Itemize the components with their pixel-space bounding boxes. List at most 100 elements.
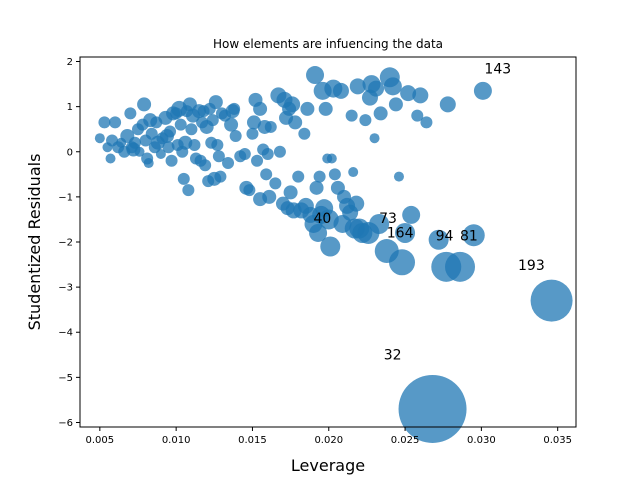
data-point — [206, 114, 219, 127]
data-point — [228, 102, 241, 115]
data-point — [182, 184, 195, 197]
data-point — [359, 114, 372, 127]
data-point — [273, 145, 286, 158]
data-point — [246, 115, 261, 130]
y-axis-ticks: −6 −5 −4 −3 −2 −1 0 1 2 — [58, 57, 80, 429]
y-tick-label: −4 — [58, 328, 73, 339]
data-point — [326, 153, 337, 164]
data-point — [369, 133, 380, 144]
data-point — [292, 170, 305, 183]
data-point — [373, 106, 388, 121]
x-tick-label: 0.010 — [162, 435, 191, 446]
data-point — [251, 154, 264, 167]
data-point — [284, 96, 301, 113]
data-point — [345, 109, 358, 122]
data-point — [412, 87, 429, 104]
data-point — [348, 195, 365, 212]
data-point — [124, 107, 137, 120]
data-point — [395, 222, 416, 243]
data-point — [214, 170, 227, 183]
point-annotation: 40 — [314, 211, 332, 227]
chart-title: How elements are infuencing the data — [213, 37, 443, 51]
data-point — [238, 148, 251, 161]
data-point — [383, 77, 402, 96]
y-tick-label: −1 — [58, 192, 73, 203]
data-point — [462, 224, 485, 247]
data-point — [98, 116, 111, 129]
data-point — [109, 116, 122, 129]
data-point — [328, 168, 341, 181]
data-point — [309, 223, 328, 242]
data-point — [165, 154, 178, 167]
data-point — [137, 97, 152, 112]
data-point — [398, 374, 467, 443]
data-point — [428, 229, 449, 250]
points-layer — [94, 66, 573, 443]
data-point — [94, 133, 105, 144]
y-axis-label: Studentized Residuals — [25, 154, 44, 331]
data-point — [264, 120, 277, 133]
data-point — [318, 101, 333, 116]
point-annotation: 73 — [379, 211, 397, 227]
data-point — [332, 82, 349, 99]
y-tick-label: −5 — [58, 373, 73, 384]
data-point — [224, 117, 239, 132]
y-tick-label: 1 — [67, 102, 73, 113]
y-tick-label: −2 — [58, 238, 73, 249]
y-tick-label: 2 — [67, 57, 73, 68]
data-point — [283, 185, 298, 200]
data-point — [262, 189, 277, 204]
data-point — [388, 97, 403, 112]
point-annotation: 32 — [384, 347, 402, 363]
data-point — [188, 138, 201, 151]
data-point — [253, 101, 268, 116]
data-point — [400, 85, 417, 102]
x-tick-label: 0.020 — [314, 435, 343, 446]
data-point — [164, 125, 177, 138]
data-point — [229, 129, 242, 142]
y-tick-label: 0 — [67, 147, 73, 158]
data-point — [105, 153, 116, 164]
data-point — [208, 95, 223, 110]
x-tick-label: 0.035 — [543, 435, 572, 446]
data-point — [260, 168, 273, 181]
x-axis-ticks: 0.005 0.010 0.015 0.020 0.025 0.030 0.035 — [86, 427, 572, 446]
x-tick-label: 0.015 — [238, 435, 267, 446]
y-tick-label: −6 — [58, 418, 73, 429]
point-annotation: 143 — [484, 62, 511, 78]
data-point — [300, 101, 315, 116]
data-point — [177, 172, 190, 185]
data-point — [222, 157, 235, 170]
data-point — [349, 78, 366, 95]
data-point — [473, 81, 492, 100]
data-point — [420, 116, 433, 129]
data-point — [174, 118, 187, 131]
x-tick-label: 0.005 — [86, 435, 115, 446]
data-point — [269, 177, 282, 190]
data-point — [320, 236, 341, 257]
point-annotation: 164 — [387, 225, 414, 241]
data-point — [402, 205, 421, 224]
x-axis-label: Leverage — [291, 456, 365, 475]
y-tick-label: −3 — [58, 283, 73, 294]
data-point — [298, 127, 311, 140]
data-point — [313, 170, 326, 183]
point-annotation: 81 — [460, 229, 478, 245]
data-point — [411, 109, 424, 122]
data-point — [439, 96, 456, 113]
data-point — [309, 180, 324, 195]
x-tick-label: 0.025 — [391, 435, 420, 446]
data-point — [445, 251, 476, 282]
data-point — [199, 159, 212, 172]
data-point — [368, 80, 385, 97]
x-tick-label: 0.030 — [467, 435, 496, 446]
data-point — [369, 213, 390, 234]
data-point — [348, 167, 359, 178]
data-point — [211, 138, 224, 151]
data-point — [306, 66, 325, 85]
point-annotation: 193 — [518, 258, 545, 274]
data-point — [288, 115, 303, 130]
data-point — [155, 149, 166, 160]
